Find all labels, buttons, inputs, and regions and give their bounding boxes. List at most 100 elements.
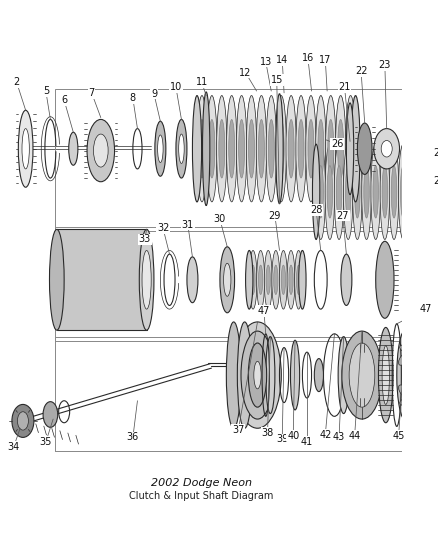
Ellipse shape (381, 346, 389, 405)
Bar (55, 227, 438, 341)
Text: 40: 40 (286, 431, 299, 441)
Text: 27: 27 (336, 211, 348, 221)
Ellipse shape (350, 95, 359, 202)
Text: 30: 30 (213, 214, 226, 224)
Ellipse shape (248, 251, 256, 309)
Text: 12: 12 (239, 68, 251, 78)
Text: 24: 24 (433, 148, 438, 158)
Ellipse shape (421, 144, 429, 239)
Ellipse shape (398, 385, 408, 398)
Ellipse shape (298, 251, 305, 309)
Ellipse shape (251, 265, 254, 294)
Text: 17: 17 (318, 55, 331, 65)
Text: 2: 2 (13, 77, 20, 87)
Ellipse shape (281, 265, 285, 294)
Ellipse shape (273, 265, 277, 294)
Text: 15: 15 (270, 75, 282, 85)
Ellipse shape (346, 103, 353, 195)
Text: 26: 26 (330, 139, 343, 149)
Ellipse shape (223, 263, 230, 296)
Ellipse shape (317, 166, 323, 218)
Ellipse shape (233, 322, 281, 428)
Ellipse shape (295, 95, 305, 202)
Text: 5: 5 (42, 86, 49, 96)
Ellipse shape (406, 144, 416, 239)
Ellipse shape (361, 144, 371, 239)
Text: 37: 37 (232, 425, 244, 435)
Text: 22: 22 (354, 66, 367, 76)
Ellipse shape (288, 265, 293, 294)
Ellipse shape (336, 166, 341, 218)
Ellipse shape (178, 134, 184, 164)
Ellipse shape (416, 144, 425, 239)
Ellipse shape (335, 95, 345, 202)
Ellipse shape (278, 119, 283, 178)
Ellipse shape (248, 119, 254, 178)
Text: 35: 35 (39, 437, 52, 447)
Ellipse shape (226, 322, 240, 428)
Ellipse shape (325, 144, 334, 239)
Ellipse shape (142, 251, 151, 309)
Bar (57, 229, 146, 330)
Text: 21: 21 (338, 83, 350, 92)
Ellipse shape (176, 119, 187, 178)
Text: 23: 23 (378, 60, 390, 70)
Ellipse shape (216, 95, 226, 202)
Ellipse shape (378, 327, 392, 423)
Ellipse shape (12, 405, 34, 438)
Ellipse shape (286, 251, 294, 309)
Ellipse shape (237, 322, 251, 428)
Bar (55, 337, 438, 451)
Ellipse shape (187, 257, 198, 303)
Ellipse shape (236, 95, 246, 202)
Ellipse shape (296, 265, 300, 294)
Ellipse shape (345, 95, 355, 202)
Bar (55, 89, 438, 231)
Ellipse shape (354, 166, 359, 218)
Text: 13: 13 (259, 56, 271, 67)
Ellipse shape (414, 236, 436, 324)
Ellipse shape (245, 251, 252, 309)
Ellipse shape (265, 337, 274, 414)
Text: 41: 41 (300, 437, 312, 447)
Ellipse shape (337, 119, 343, 178)
Text: 25: 25 (433, 176, 438, 186)
Text: 44: 44 (348, 431, 360, 441)
Text: 11: 11 (195, 77, 207, 87)
Ellipse shape (398, 353, 408, 365)
Ellipse shape (155, 122, 166, 176)
Text: 6: 6 (61, 95, 67, 105)
Text: 9: 9 (151, 89, 157, 99)
Ellipse shape (389, 144, 398, 239)
Ellipse shape (271, 251, 279, 309)
Ellipse shape (246, 95, 256, 202)
Ellipse shape (265, 265, 270, 294)
Text: 39: 39 (276, 434, 288, 444)
Ellipse shape (399, 166, 405, 218)
Ellipse shape (264, 251, 272, 309)
Ellipse shape (398, 144, 407, 239)
Ellipse shape (373, 128, 399, 169)
Ellipse shape (399, 397, 413, 406)
Ellipse shape (218, 119, 224, 178)
Ellipse shape (219, 247, 234, 313)
Text: 10: 10 (170, 83, 182, 92)
Ellipse shape (157, 135, 163, 163)
Ellipse shape (276, 95, 286, 202)
Ellipse shape (202, 92, 209, 206)
Ellipse shape (409, 166, 414, 218)
Ellipse shape (258, 265, 262, 294)
Text: 47: 47 (419, 304, 431, 314)
Ellipse shape (208, 119, 214, 178)
Text: 14: 14 (276, 55, 288, 65)
Ellipse shape (305, 95, 315, 202)
Ellipse shape (285, 95, 296, 202)
Ellipse shape (404, 368, 411, 382)
Text: 38: 38 (261, 428, 273, 438)
Ellipse shape (375, 241, 393, 318)
Ellipse shape (312, 144, 319, 239)
Ellipse shape (226, 95, 237, 202)
Text: 33: 33 (138, 235, 151, 245)
Ellipse shape (196, 95, 207, 202)
Text: 47: 47 (257, 306, 269, 316)
